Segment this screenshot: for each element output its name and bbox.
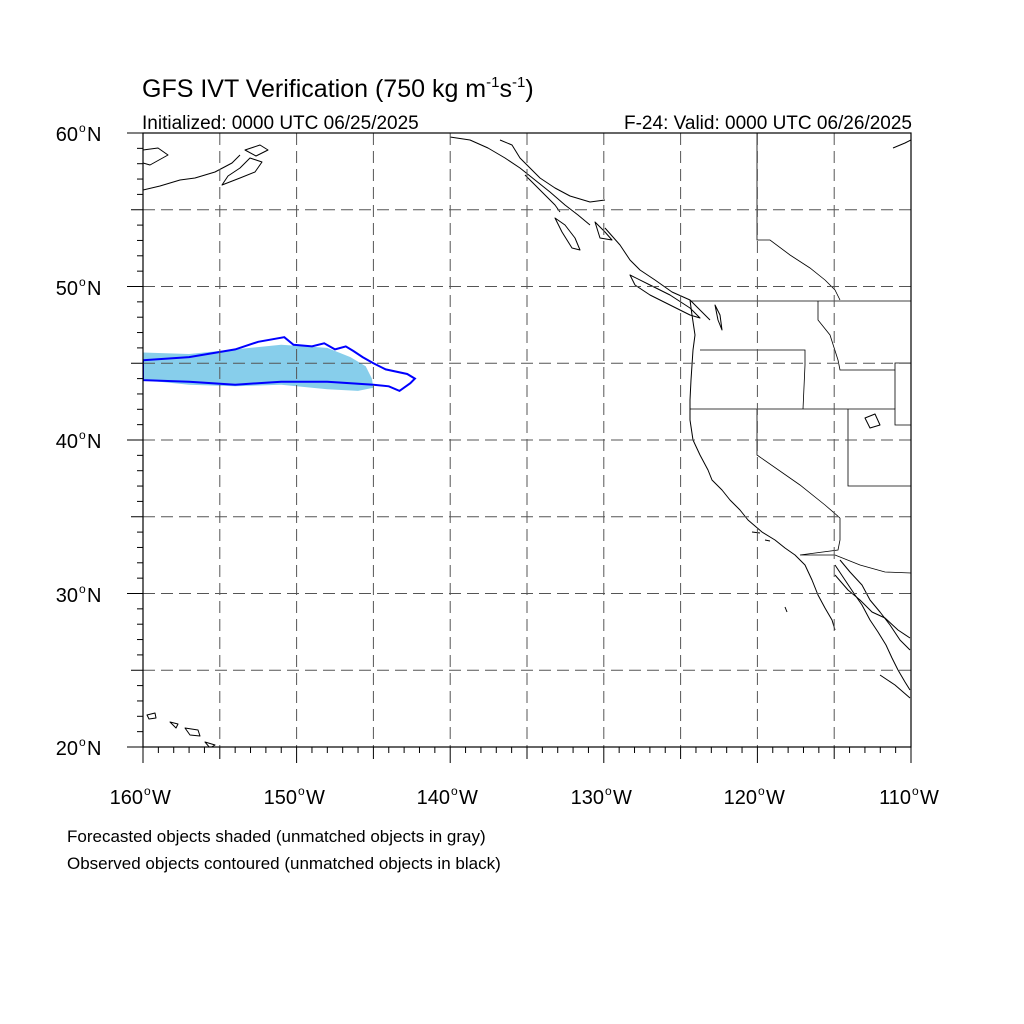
lon-degree-150: o — [298, 784, 305, 798]
lat-degree-50: o — [79, 275, 86, 289]
valid-time-label: F-24: Valid: 0000 UTC 06/26/2025 — [624, 113, 912, 134]
lat-suffix-20: N — [87, 738, 101, 760]
lon-degree-140: o — [451, 784, 458, 798]
lat-label-40: 40 — [56, 431, 78, 453]
lat-suffix-30: N — [87, 585, 101, 607]
lon-degree-120: o — [758, 784, 765, 798]
lon-degree-130: o — [605, 784, 612, 798]
title-mid: s — [499, 75, 512, 103]
latitude-labels: 60 50 40 30 20 o o o o o N N N N N — [56, 121, 102, 760]
lon-label-150: 150 — [264, 787, 297, 809]
observed-object-contour — [143, 336, 417, 393]
lon-suffix-130: W — [613, 787, 632, 809]
political-borders — [690, 133, 911, 574]
plot-area — [143, 133, 911, 747]
lat-degree-30: o — [79, 582, 86, 596]
lat-degree-60: o — [79, 121, 86, 135]
title-end: ) — [525, 75, 533, 103]
lon-suffix-110: W — [920, 787, 939, 809]
lat-suffix-50: N — [87, 278, 101, 300]
lat-label-50: 50 — [56, 278, 78, 300]
title-superscript-2: -1 — [512, 74, 525, 91]
lat-label-20: 20 — [56, 738, 78, 760]
lon-degree-110: o — [912, 784, 919, 798]
lon-suffix-160: W — [152, 787, 171, 809]
longitude-labels: 160 150 140 130 120 110 o o o o o o W W … — [110, 784, 939, 809]
lat-label-30: 30 — [56, 585, 78, 607]
lat-degree-20: o — [79, 735, 86, 749]
lon-suffix-140: W — [459, 787, 478, 809]
lon-suffix-150: W — [306, 787, 325, 809]
lon-label-130: 130 — [571, 787, 604, 809]
lon-degree-160: o — [144, 784, 151, 798]
lat-suffix-40: N — [87, 431, 101, 453]
lat-suffix-60: N — [87, 124, 101, 146]
init-time-label: Initialized: 0000 UTC 06/25/2025 — [142, 113, 419, 134]
lon-label-140: 140 — [417, 787, 450, 809]
lon-label-120: 120 — [724, 787, 757, 809]
forecast-object-shade — [143, 344, 374, 391]
lon-suffix-120: W — [766, 787, 785, 809]
lat-lon-grid — [143, 133, 911, 747]
observed-note: Observed objects contoured (unmatched ob… — [67, 854, 501, 873]
axis-ticks — [127, 132, 912, 763]
title-main: GFS IVT Verification (750 kg m — [142, 75, 486, 103]
lat-degree-40: o — [79, 428, 86, 442]
lon-label-110: 110 — [879, 787, 911, 809]
forecast-note: Forecasted objects shaded (unmatched obj… — [67, 827, 486, 846]
map-title: GFS IVT Verification (750 kg m-1s-1) — [142, 74, 534, 103]
coastlines — [143, 136, 911, 747]
title-superscript-1: -1 — [486, 74, 499, 91]
lon-label-160: 160 — [110, 787, 143, 809]
lat-label-60: 60 — [56, 124, 78, 146]
